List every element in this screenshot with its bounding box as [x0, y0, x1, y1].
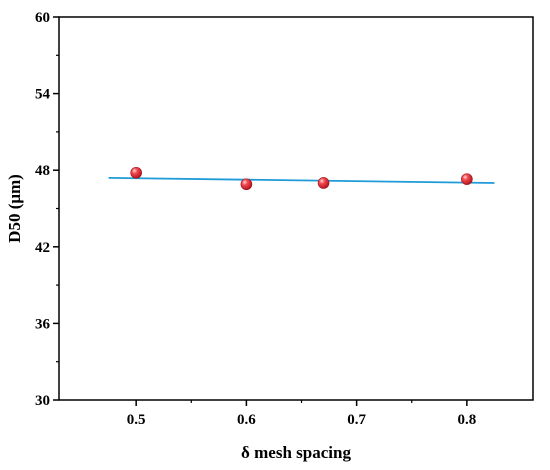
data-point [461, 173, 473, 185]
plot-area [108, 166, 495, 191]
y-tick-label: 48 [35, 163, 50, 179]
data-point [240, 178, 253, 191]
x-tick-label: 0.5 [127, 412, 146, 428]
x-axis-title: δ mesh spacing [241, 443, 351, 462]
y-tick-label: 30 [35, 393, 50, 409]
axes: 30 36 42 48 54 60 0.5 0.6 0.7 0.8 [35, 10, 534, 428]
y-tick-label: 54 [35, 87, 51, 103]
x-tick-label: 0.8 [457, 412, 476, 428]
y-axis-title: D50 (μm) [5, 174, 24, 243]
y-tick-label: 36 [35, 316, 51, 332]
y-tick-label: 42 [35, 240, 50, 256]
plot-frame [58, 16, 534, 401]
y-tick-label: 60 [35, 10, 50, 26]
x-tick-label: 0.7 [347, 412, 366, 428]
fit-line [108, 176, 495, 184]
data-point [130, 166, 142, 179]
data-point [317, 177, 330, 189]
x-tick-label: 0.6 [237, 412, 256, 428]
